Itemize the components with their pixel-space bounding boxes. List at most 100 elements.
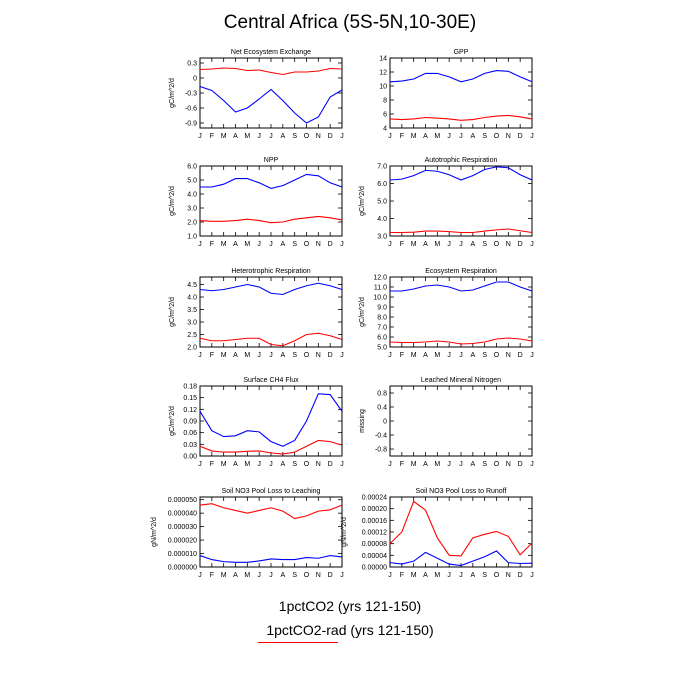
- y-tick-label: -0.8: [375, 447, 387, 454]
- series-line-2: [389, 114, 533, 121]
- x-tick-label: A: [233, 133, 238, 140]
- y-tick-label: 0.8: [377, 391, 387, 398]
- series-line-2: [199, 439, 343, 455]
- series-line-1: [199, 393, 343, 447]
- figure-title: Central Africa (5S-5N,10-30E): [223, 12, 477, 33]
- x-tick-label: J: [340, 461, 344, 468]
- series-line-1: [199, 282, 343, 296]
- x-tick-label: F: [400, 241, 404, 248]
- x-tick-label: A: [280, 461, 285, 468]
- x-tick-label: S: [292, 461, 297, 468]
- y-tick-label: 0.09: [183, 419, 197, 426]
- panel-title: Surface CH4 Flux: [243, 377, 299, 384]
- panel-soil-no3-pool-loss-to-runoff: Soil NO3 Pool Loss to Runoff 0.00000 0.000…: [341, 488, 534, 579]
- x-tick-label: N: [506, 572, 511, 579]
- x-tick-label: S: [292, 133, 297, 140]
- panel-title: Soil NO3 Pool Loss to Runoff: [416, 488, 507, 495]
- x-tick-label: M: [411, 572, 417, 579]
- x-tick-label: J: [447, 352, 451, 359]
- x-tick-label: J: [530, 461, 534, 468]
- x-tick-label: O: [304, 572, 310, 579]
- series-line-2: [389, 337, 533, 345]
- y-tick-label: 0.4: [377, 405, 387, 412]
- x-tick-label: M: [434, 133, 440, 140]
- y-tick-label: 0.000050: [168, 497, 197, 504]
- x-tick-label: D: [518, 572, 523, 579]
- y-tick-label: 0.00008: [362, 541, 387, 548]
- x-tick-label: M: [244, 352, 250, 359]
- y-tick-label: 0.00004: [362, 553, 387, 560]
- y-axis-label: gC/m^2/d: [169, 297, 176, 327]
- y-tick-label: -0.6: [185, 106, 197, 113]
- x-tick-label: D: [328, 133, 333, 140]
- y-tick-label: 3.0: [187, 320, 197, 327]
- y-tick-label: 0.00024: [362, 495, 387, 502]
- x-tick-label: O: [304, 133, 310, 140]
- x-tick-label: O: [304, 352, 310, 359]
- series-line-1: [199, 85, 343, 124]
- x-tick-label: D: [518, 241, 523, 248]
- plot-frame: [389, 57, 533, 129]
- x-tick-label: J: [447, 241, 451, 248]
- x-tick-label: F: [210, 461, 214, 468]
- y-tick-label: 0.00: [183, 454, 197, 461]
- x-tick-label: S: [482, 241, 487, 248]
- x-tick-label: N: [316, 572, 321, 579]
- x-tick-label: J: [257, 133, 261, 140]
- y-tick-label: 5.0: [377, 199, 387, 206]
- y-tick-label: 0.15: [183, 395, 197, 402]
- x-tick-label: S: [482, 133, 487, 140]
- x-tick-label: M: [221, 241, 227, 248]
- x-tick-label: F: [400, 133, 404, 140]
- y-tick-label: 0.000040: [168, 511, 197, 518]
- x-tick-label: J: [198, 461, 202, 468]
- x-tick-label: J: [530, 133, 534, 140]
- y-tick-label: 0.00012: [362, 530, 387, 537]
- x-tick-label: J: [269, 572, 273, 579]
- x-tick-label: D: [518, 352, 523, 359]
- x-tick-label: M: [221, 572, 227, 579]
- y-tick-label: 8: [383, 98, 387, 105]
- panel-ecosystem-respiration: Ecosystem Respiration 5.0 6.0 7.0 8.0 9.0 10.0…: [359, 268, 534, 359]
- series-line-2: [389, 500, 533, 557]
- y-tick-label: 10: [379, 84, 387, 91]
- x-tick-label: O: [494, 241, 500, 248]
- y-tick-label: 0.18: [183, 384, 197, 391]
- x-tick-label: N: [506, 461, 511, 468]
- y-tick-label: 4.0: [187, 192, 197, 199]
- x-tick-label: S: [482, 352, 487, 359]
- x-tick-label: S: [292, 572, 297, 579]
- y-axis-label: missing: [359, 409, 366, 433]
- x-tick-label: F: [210, 572, 214, 579]
- y-tick-label: 3.0: [187, 206, 197, 213]
- y-tick-label: 8.0: [377, 315, 387, 322]
- x-tick-label: J: [269, 133, 273, 140]
- x-tick-label: M: [434, 241, 440, 248]
- y-tick-label: 6.0: [377, 335, 387, 342]
- x-tick-label: J: [459, 572, 463, 579]
- x-tick-label: A: [280, 352, 285, 359]
- x-tick-label: D: [328, 572, 333, 579]
- x-tick-label: N: [316, 133, 321, 140]
- y-tick-label: 5.0: [187, 178, 197, 185]
- y-tick-label: 6.0: [187, 164, 197, 171]
- x-tick-label: J: [340, 352, 344, 359]
- x-tick-label: N: [506, 133, 511, 140]
- legend-entry-1pctco2-rad: 1pctCO2-rad (yrs 121-150): [266, 622, 434, 638]
- y-tick-label: 7.0: [377, 325, 387, 332]
- x-tick-label: A: [423, 352, 428, 359]
- y-tick-label: 0.000030: [168, 524, 197, 531]
- x-tick-label: F: [400, 461, 404, 468]
- panel-autotrophic-respiration: Autotrophic Respiration 3.0 4.0 5.0 6.0 7.0 J F…: [359, 157, 534, 248]
- y-tick-label: 2.0: [187, 220, 197, 227]
- panel-soil-no3-pool-loss-to-leaching: Soil NO3 Pool Loss to Leaching 0.000000 0.…: [151, 488, 344, 579]
- series-line-2: [390, 228, 533, 234]
- x-tick-label: J: [269, 352, 273, 359]
- x-tick-label: M: [411, 352, 417, 359]
- y-axis-label: gC/m^2/d: [169, 186, 176, 216]
- x-tick-label: A: [423, 133, 428, 140]
- x-tick-label: M: [221, 461, 227, 468]
- x-tick-label: J: [530, 352, 534, 359]
- x-tick-label: J: [257, 572, 261, 579]
